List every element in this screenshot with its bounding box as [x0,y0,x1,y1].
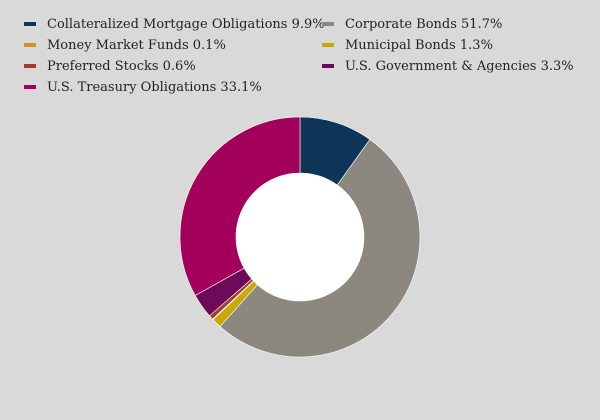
legend-swatch-corporate-bonds [322,22,334,26]
legend-item-municipal-bonds: Municipal Bonds 1.3% [322,35,493,55]
legend-label-us-government: U.S. Government & Agencies 3.3% [345,58,574,74]
legend-swatch-municipal-bonds [322,43,334,47]
legend-label-corporate-bonds: Corporate Bonds 51.7% [345,16,503,32]
legend-label-preferred-stocks: Preferred Stocks 0.6% [47,58,196,74]
legend-item-corporate-bonds: Corporate Bonds 51.7% [322,14,502,34]
donut-center-hole [236,173,364,301]
legend-item-us-government: U.S. Government & Agencies 3.3% [322,56,574,76]
legend-label-cmo: Collateralized Mortgage Obligations 9.9% [47,16,325,32]
legend-item-cmo: Collateralized Mortgage Obligations 9.9% [24,14,325,34]
legend-item-us-treasury: U.S. Treasury Obligations 33.1% [24,77,262,97]
legend-swatch-us-treasury [24,85,36,89]
legend-swatch-cmo [24,22,36,26]
donut-slice-u-s-treasury-obligations [179,116,301,296]
legend-label-municipal-bonds: Municipal Bonds 1.3% [345,37,493,53]
legend-label-us-treasury: U.S. Treasury Obligations 33.1% [47,79,262,95]
legend-label-money-market: Money Market Funds 0.1% [47,37,226,53]
legend-swatch-us-government [322,64,334,68]
legend-swatch-preferred-stocks [24,64,36,68]
legend-item-money-market: Money Market Funds 0.1% [24,35,226,55]
legend-item-preferred-stocks: Preferred Stocks 0.6% [24,56,196,76]
legend-swatch-money-market [24,43,36,47]
